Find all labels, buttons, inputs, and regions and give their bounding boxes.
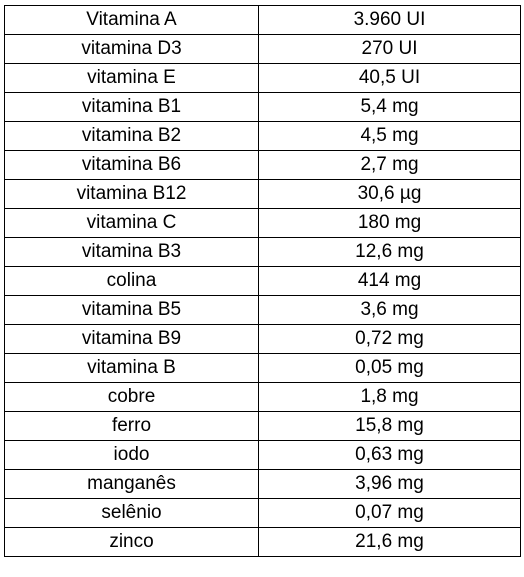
nutrient-amount-cell: 3,96 mg	[258, 469, 521, 499]
nutrient-name-cell: vitamina B2	[4, 121, 259, 151]
table-row: vitamina B12 30,6 µg	[4, 179, 521, 209]
nutrient-amount-cell: 12,6 mg	[258, 237, 521, 267]
nutrient-amount-cell: 3,6 mg	[258, 295, 521, 325]
table-row: vitamina B3 12,6 mg	[4, 237, 521, 267]
nutrient-table-container: Vitamina A 3.960 UI vitamina D3 270 UI v…	[4, 5, 521, 557]
table-row: vitamina B1 5,4 mg	[4, 92, 521, 122]
nutrient-amount-cell: 5,4 mg	[258, 92, 521, 122]
nutrient-amount-cell: 4,5 mg	[258, 121, 521, 151]
table-row: ferro 15,8 mg	[4, 411, 521, 441]
nutrient-amount-cell: 0,07 mg	[258, 498, 521, 528]
nutrient-name-cell: iodo	[4, 440, 259, 470]
table-row: vitamina B2 4,5 mg	[4, 121, 521, 151]
nutrient-name-cell: selênio	[4, 498, 259, 528]
table-row: vitamina B5 3,6 mg	[4, 295, 521, 325]
nutrient-name-cell: Vitamina A	[4, 5, 259, 35]
nutrient-name-cell: vitamina C	[4, 208, 259, 238]
nutrient-amount-cell: 414 mg	[258, 266, 521, 296]
table-row: selênio 0,07 mg	[4, 498, 521, 528]
nutrient-name-cell: manganês	[4, 469, 259, 499]
nutrient-amount-cell: 15,8 mg	[258, 411, 521, 441]
nutrient-name-cell: vitamina E	[4, 63, 259, 93]
nutrient-amount-cell: 21,6 mg	[258, 527, 521, 557]
nutrient-amount-cell: 0,72 mg	[258, 324, 521, 354]
nutrient-name-cell: colina	[4, 266, 259, 296]
nutrient-amount-cell: 30,6 µg	[258, 179, 521, 209]
nutrient-name-cell: vitamina B1	[4, 92, 259, 122]
nutrient-name-cell: ferro	[4, 411, 259, 441]
nutrient-name-cell: cobre	[4, 382, 259, 412]
nutrient-name-cell: vitamina B12	[4, 179, 259, 209]
table-row: iodo 0,63 mg	[4, 440, 521, 470]
table-row: manganês 3,96 mg	[4, 469, 521, 499]
table-row: vitamina B 0,05 mg	[4, 353, 521, 383]
nutrient-name-cell: vitamina D3	[4, 34, 259, 64]
table-row: vitamina C 180 mg	[4, 208, 521, 238]
table-row: vitamina E 40,5 UI	[4, 63, 521, 93]
table-row: colina 414 mg	[4, 266, 521, 296]
nutrient-table: Vitamina A 3.960 UI vitamina D3 270 UI v…	[4, 5, 521, 557]
nutrient-name-cell: vitamina B6	[4, 150, 259, 180]
table-row: Vitamina A 3.960 UI	[4, 5, 521, 35]
nutrient-name-cell: vitamina B9	[4, 324, 259, 354]
nutrient-amount-cell: 40,5 UI	[258, 63, 521, 93]
nutrient-amount-cell: 0,63 mg	[258, 440, 521, 470]
table-row: vitamina D3 270 UI	[4, 34, 521, 64]
nutrient-amount-cell: 1,8 mg	[258, 382, 521, 412]
nutrient-amount-cell: 2,7 mg	[258, 150, 521, 180]
nutrient-name-cell: vitamina B	[4, 353, 259, 383]
nutrient-amount-cell: 3.960 UI	[258, 5, 521, 35]
table-row: vitamina B9 0,72 mg	[4, 324, 521, 354]
nutrient-amount-cell: 270 UI	[258, 34, 521, 64]
nutrient-name-cell: vitamina B5	[4, 295, 259, 325]
nutrient-name-cell: vitamina B3	[4, 237, 259, 267]
nutrient-amount-cell: 180 mg	[258, 208, 521, 238]
nutrient-name-cell: zinco	[4, 527, 259, 557]
table-row: cobre 1,8 mg	[4, 382, 521, 412]
table-row: vitamina B6 2,7 mg	[4, 150, 521, 180]
table-row: zinco 21,6 mg	[4, 527, 521, 557]
nutrient-amount-cell: 0,05 mg	[258, 353, 521, 383]
